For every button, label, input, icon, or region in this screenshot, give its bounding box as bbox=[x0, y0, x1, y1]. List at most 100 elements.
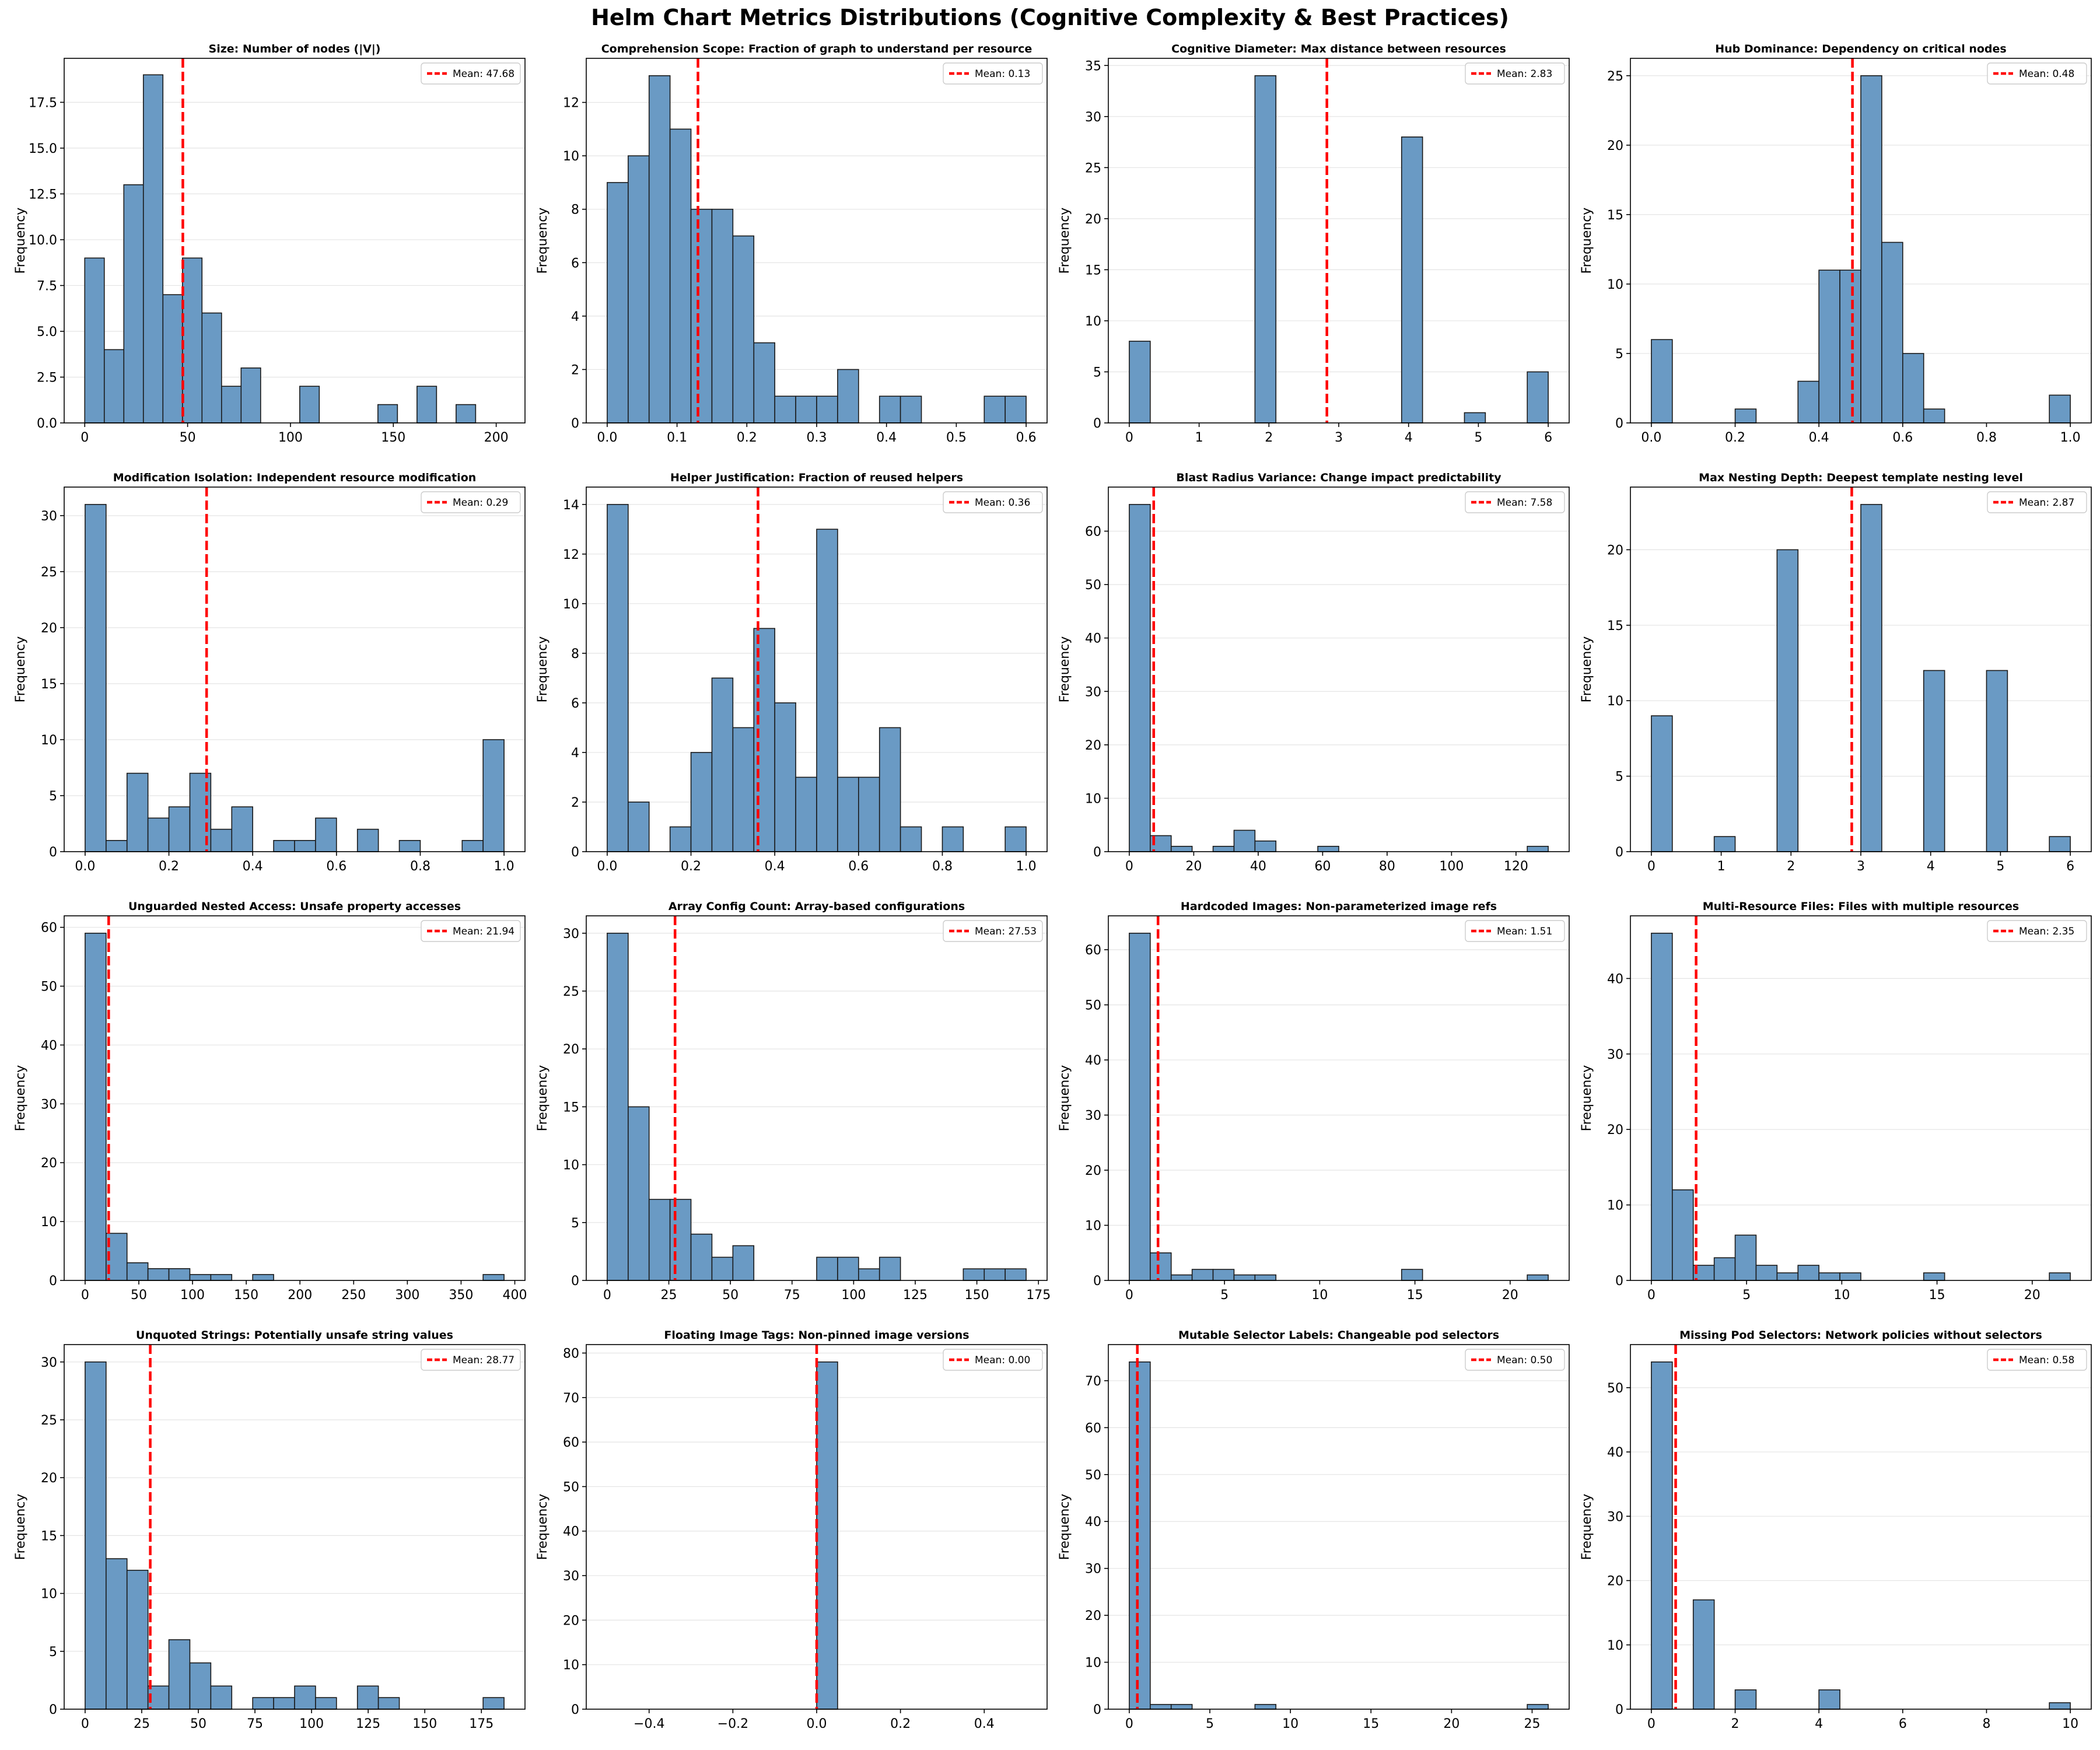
x-tick-label: 10 bbox=[1311, 1288, 1328, 1303]
y-tick-label: 30 bbox=[41, 1356, 57, 1370]
y-tick-label: 5 bbox=[571, 1216, 579, 1231]
y-tick-label: 30 bbox=[563, 1569, 579, 1584]
histogram-bar bbox=[607, 503, 629, 852]
y-axis-label: Frequency bbox=[1058, 1065, 1072, 1132]
y-tick-label: 15 bbox=[1607, 619, 1623, 634]
histogram-bar bbox=[900, 396, 922, 424]
y-tick-label: 10 bbox=[41, 733, 57, 748]
legend-box bbox=[1987, 62, 2087, 85]
y-tick-label: 0 bbox=[1093, 416, 1101, 431]
y-tick-label: 50 bbox=[563, 1480, 579, 1494]
legend-box bbox=[421, 920, 521, 942]
histogram-bar bbox=[273, 839, 295, 852]
x-axis-label: Floating Image Tags: Non-pinned image ve… bbox=[696, 1734, 937, 1735]
y-tick-label: 30 bbox=[41, 509, 57, 524]
histogram-bar bbox=[1150, 1704, 1172, 1710]
histogram-bar bbox=[1818, 1272, 1840, 1281]
histogram-bar bbox=[1233, 830, 1256, 852]
legend-box bbox=[1987, 491, 2087, 513]
y-tick-label: 20 bbox=[1607, 543, 1623, 558]
histogram-bar bbox=[1986, 670, 2008, 852]
histogram-bar bbox=[816, 1361, 838, 1710]
x-tick-label: 4 bbox=[1927, 859, 1935, 874]
x-tick-label: −0.2 bbox=[718, 1717, 748, 1731]
x-tick-label: 60 bbox=[1314, 859, 1331, 874]
legend-mean-label: Mean: 2.35 bbox=[2019, 926, 2074, 937]
x-tick-label: 20 bbox=[2024, 1288, 2041, 1303]
y-tick-label: 60 bbox=[563, 1436, 579, 1450]
y-tick-label: 10 bbox=[1607, 694, 1623, 709]
subplot-title: Unquoted Strings: Potentially unsafe str… bbox=[136, 1329, 453, 1342]
y-tick-label: 10 bbox=[1607, 1639, 1623, 1653]
legend-box bbox=[421, 1349, 521, 1371]
legend-mean-label: Mean: 47.68 bbox=[453, 68, 514, 80]
x-axis-label: Hardcoded Images: Non-parameterized imag… bbox=[1213, 1306, 1465, 1307]
subplot-title: Size: Number of nodes (|V|) bbox=[209, 43, 381, 55]
x-tick-label: 0.4 bbox=[1809, 430, 1829, 445]
y-tick-label: 30 bbox=[1607, 1510, 1623, 1524]
histogram-bar bbox=[482, 1274, 505, 1281]
y-tick-label: 30 bbox=[1085, 1562, 1101, 1577]
histogram-bar bbox=[1651, 932, 1673, 1281]
histogram-bar bbox=[1860, 75, 1882, 424]
histogram-bar bbox=[1212, 846, 1235, 852]
histogram-bar bbox=[984, 396, 1006, 424]
y-tick-label: 20 bbox=[41, 1471, 57, 1486]
y-tick-label: 5 bbox=[49, 1645, 57, 1660]
histogram-bar bbox=[669, 128, 692, 424]
x-tick-label: 0.4 bbox=[243, 859, 263, 874]
histogram-bar bbox=[1212, 1269, 1235, 1281]
histogram-panel: Size: Number of nodes (|V|) 0.0 2.5 5.0 7.5 1… bbox=[13, 43, 526, 449]
x-tick-label: 150 bbox=[381, 430, 405, 445]
histogram-bar bbox=[1527, 371, 1549, 424]
histogram-bar bbox=[837, 369, 859, 424]
histogram-bar bbox=[162, 294, 183, 424]
y-tick-label: 17.5 bbox=[29, 96, 57, 110]
histogram-bar bbox=[126, 772, 149, 852]
x-tick-label: 0.2 bbox=[681, 859, 701, 874]
histogram-panel: Multi-Resource Files: Files with multipl… bbox=[1580, 900, 2092, 1307]
histogram-panel: Hub Dominance: Dependency on critical no… bbox=[1580, 43, 2092, 449]
x-tick-label: 3 bbox=[1857, 859, 1865, 874]
axes-frame bbox=[1630, 1344, 2092, 1710]
histogram-bar bbox=[168, 1268, 191, 1281]
x-tick-label: 10 bbox=[2062, 1717, 2078, 1731]
histogram-bar bbox=[628, 802, 650, 852]
x-tick-label: 5 bbox=[1742, 1288, 1751, 1303]
x-tick-label: 4 bbox=[1405, 430, 1413, 445]
histogram-panel: Mutable Selector Labels: Changeable pod … bbox=[1058, 1329, 1570, 1735]
x-tick-label: 1 bbox=[1717, 859, 1726, 874]
y-tick-label: 30 bbox=[1085, 685, 1101, 699]
x-tick-label: 6 bbox=[1544, 430, 1552, 445]
y-axis-label: Frequency bbox=[13, 1494, 28, 1560]
legend-mean-label: Mean: 28.77 bbox=[453, 1354, 514, 1366]
legend-mean-label: Mean: 27.53 bbox=[975, 926, 1037, 937]
histogram-panel: Modification Isolation: Independent reso… bbox=[13, 471, 526, 878]
histogram-bar bbox=[711, 1256, 734, 1281]
x-tick-label: 0.2 bbox=[890, 1717, 911, 1731]
axes-frame bbox=[1108, 915, 1570, 1281]
y-tick-label: 60 bbox=[1085, 1421, 1101, 1436]
x-tick-label: 175 bbox=[469, 1717, 494, 1731]
y-axis-label: Frequency bbox=[1580, 636, 1594, 703]
histogram-bar bbox=[220, 386, 242, 424]
histogram-bar bbox=[753, 342, 775, 424]
legend-box bbox=[1987, 1349, 2087, 1371]
subplot-title: Unguarded Nested Access: Unsafe property… bbox=[128, 900, 461, 913]
y-tick-label: 0 bbox=[1615, 1703, 1623, 1717]
y-tick-label: 60 bbox=[1085, 943, 1101, 958]
legend-box bbox=[943, 491, 1043, 513]
histogram-bar bbox=[1860, 503, 1882, 852]
histogram-bar bbox=[690, 1233, 713, 1281]
y-tick-label: 0 bbox=[571, 1274, 579, 1289]
x-tick-label: 75 bbox=[247, 1717, 263, 1731]
histogram-bar bbox=[1233, 1274, 1256, 1281]
x-tick-label: 0.4 bbox=[876, 430, 897, 445]
histogram-bar bbox=[837, 776, 859, 852]
histogram-bar bbox=[147, 1685, 170, 1710]
y-tick-label: 8 bbox=[571, 647, 579, 662]
x-tick-label: 0.0 bbox=[75, 859, 95, 874]
x-tick-label: 0.4 bbox=[974, 1717, 995, 1731]
x-tick-label: 125 bbox=[356, 1717, 380, 1731]
histogram-bar bbox=[837, 1256, 859, 1281]
